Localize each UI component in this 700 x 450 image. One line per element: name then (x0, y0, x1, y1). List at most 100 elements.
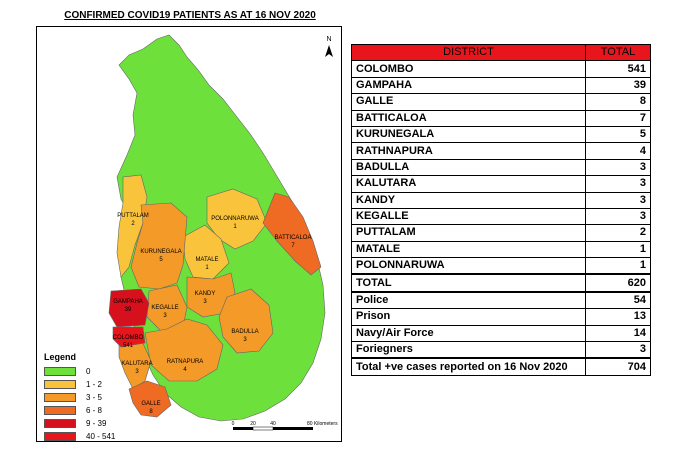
district-batticaloa (262, 192, 322, 276)
label-batticaloa-value: 7 (291, 243, 295, 249)
legend-label: 6 - 8 (86, 406, 103, 415)
district-ratnapura (144, 318, 224, 382)
cell-total: 4 (585, 142, 651, 160)
extra-label: Prison (351, 308, 586, 326)
cell-total: 3 (585, 158, 651, 177)
header-district: DISTRICT (351, 43, 586, 62)
legend-item: 9 - 39 (44, 417, 115, 430)
district-colombo (112, 326, 146, 348)
district-matale (182, 224, 230, 280)
cell-district: KURUNEGALA (351, 125, 586, 144)
legend-swatch (44, 406, 76, 415)
label-polonnaruwa: POLONNARUWA (211, 216, 258, 222)
table-row: GAMPAHA 39 (351, 76, 651, 95)
table-row: KURUNEGALA 5 (351, 125, 651, 144)
legend-item: 40 - 541 (44, 430, 115, 443)
extra-value: 54 (585, 290, 651, 310)
table-row: BATTICALOA 7 (351, 109, 651, 127)
cell-total: 1 (585, 257, 651, 275)
label-kandy-value: 3 (203, 299, 207, 305)
cell-total: 3 (585, 191, 651, 209)
cell-district: BATTICALOA (351, 109, 586, 127)
cell-district: PUTTALAM (351, 224, 586, 242)
legend-swatch (44, 432, 76, 441)
label-polonnaruwa-value: 1 (233, 224, 237, 230)
label-galle: GALLE (141, 401, 160, 407)
label-kalutara: KALUTARA (121, 361, 152, 367)
legend-label: 1 - 2 (86, 380, 103, 389)
label-colombo: COLOMBO (113, 335, 144, 341)
north-label: N (326, 36, 331, 43)
legend-swatch (44, 380, 76, 389)
legend-item: 1 - 2 (44, 378, 115, 391)
table-row: KANDY 3 (351, 191, 651, 209)
label-colombo-value: 541 (123, 343, 134, 349)
label-kurunegala: KURUNEGALA (140, 249, 181, 255)
label-badulla: BADULLA (231, 329, 258, 335)
map-frame: N 0 20 40 80 Kilometers PUTTALAM 2 POLON… (36, 26, 342, 442)
cell-total: 3 (585, 207, 651, 226)
district-badulla (218, 288, 274, 354)
extra-value: 14 (585, 324, 651, 343)
grand-total-row: Total +ve cases reported on 16 Nov 2020 7… (351, 357, 651, 376)
table-header-row: DISTRICT TOTAL (351, 43, 651, 62)
table-row: POLONNARUWA 1 (351, 257, 651, 275)
extra-row: Navy/Air Force 14 (351, 324, 651, 343)
legend-title: Legend (44, 352, 77, 362)
district-polonnaruwa (206, 188, 268, 250)
district-kurunegala (130, 202, 188, 290)
scale-tick-1: 20 (250, 421, 256, 427)
cell-total: 39 (585, 76, 651, 95)
district-table: DISTRICT TOTAL COLOMBO 541 GAMPAHA 39 GALL… (351, 43, 651, 376)
extra-value: 13 (585, 308, 651, 326)
extra-row: Prison 13 (351, 308, 651, 326)
table-row: COLOMBO 541 (351, 60, 651, 78)
cell-district: COLOMBO (351, 60, 586, 78)
total-value: 620 (585, 273, 651, 293)
table-row: RATHNAPURA 4 (351, 142, 651, 160)
extra-label: Navy/Air Force (351, 324, 586, 343)
label-matale-value: 1 (205, 265, 209, 271)
extra-value: 3 (585, 341, 651, 359)
label-puttalam-value: 2 (131, 221, 135, 227)
legend-label: 9 - 39 (86, 419, 107, 428)
legend-item: 6 - 8 (44, 404, 115, 417)
district-galle (128, 380, 172, 418)
label-kegalle-value: 3 (163, 313, 167, 319)
total-row: TOTAL 620 (351, 273, 651, 293)
cell-total: 8 (585, 93, 651, 111)
cell-district: RATHNAPURA (351, 142, 586, 160)
cell-total: 7 (585, 109, 651, 127)
legend-label: 0 (86, 367, 91, 376)
total-label: TOTAL (351, 273, 586, 293)
cell-district: KANDY (351, 191, 586, 209)
scale-tick-3: 80 Kilometers (307, 421, 338, 427)
cell-district: BADULLA (351, 158, 586, 177)
header-total: TOTAL (585, 43, 651, 62)
cell-district: KALUTARA (351, 175, 586, 193)
sri-lanka-map: N 0 20 40 80 Kilometers PUTTALAM 2 POLON… (108, 34, 338, 431)
label-batticaloa: BATTICALOA (275, 235, 312, 241)
cell-total: 1 (585, 240, 651, 259)
extra-row: Police 54 (351, 290, 651, 310)
legend-swatch (44, 419, 76, 428)
label-gampaha-value: 39 (125, 307, 132, 313)
legend-label: 40 - 541 (86, 432, 116, 441)
table-row: GALLE 8 (351, 93, 651, 111)
cell-district: MATALE (351, 240, 586, 259)
extra-label: Foriegners (351, 341, 586, 359)
extra-label: Police (351, 290, 586, 310)
legend-swatch (44, 393, 76, 402)
cell-total: 5 (585, 125, 651, 144)
cell-total: 2 (585, 224, 651, 242)
table-row: KEGALLE 3 (351, 207, 651, 226)
north-arrow-icon: N (325, 36, 333, 57)
table-row: PUTTALAM 2 (351, 224, 651, 242)
cell-district: KEGALLE (351, 207, 586, 226)
label-ratnapura-value: 4 (183, 367, 187, 373)
cell-total: 541 (585, 60, 651, 78)
cell-district: POLONNARUWA (351, 257, 586, 275)
grand-total-value: 704 (585, 357, 651, 376)
district-puttalam (116, 174, 148, 278)
label-matale: MATALE (195, 257, 218, 263)
